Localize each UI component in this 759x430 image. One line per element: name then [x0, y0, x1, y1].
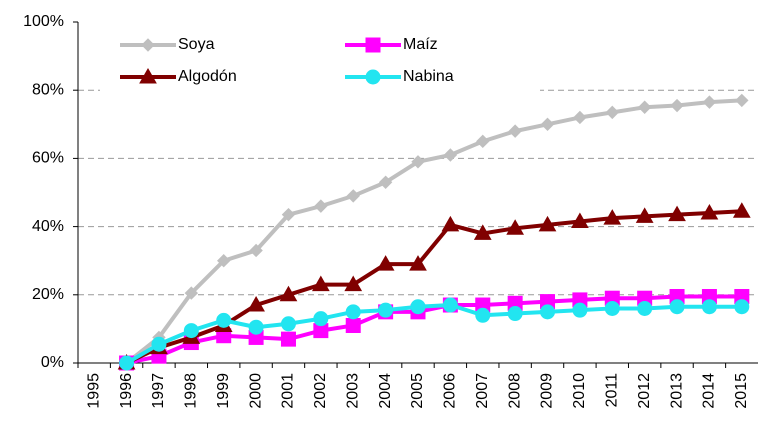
marker	[216, 312, 232, 328]
marker	[540, 304, 556, 320]
marker	[311, 275, 330, 292]
y-tick-label: 60%	[32, 150, 64, 167]
x-tick-label: 2014	[701, 373, 718, 409]
x-tick-label: 1998	[183, 373, 200, 409]
x-tick-label: 2007	[474, 373, 491, 409]
marker	[734, 299, 750, 315]
y-tick-label: 20%	[32, 286, 64, 303]
marker	[441, 215, 460, 232]
marker	[378, 175, 393, 189]
marker	[669, 299, 685, 315]
x-tick-label: 2012	[636, 373, 653, 409]
marker	[573, 110, 587, 125]
marker	[281, 207, 296, 222]
x-tick-label: 2013	[668, 373, 685, 409]
marker	[184, 286, 199, 300]
marker	[365, 69, 381, 85]
legend-label: Soya	[178, 36, 215, 53]
y-tick-label: 80%	[32, 81, 64, 98]
marker	[151, 336, 167, 352]
marker	[217, 253, 231, 268]
marker	[508, 124, 522, 138]
legend-box	[100, 30, 540, 96]
legend-label: Algodón	[178, 68, 237, 85]
marker	[702, 95, 717, 109]
x-tick-label: 2015	[733, 373, 750, 409]
x-tick-label: 2006	[442, 373, 459, 409]
marker	[637, 300, 653, 316]
marker	[247, 296, 265, 312]
marker	[345, 304, 361, 320]
x-tick-label: 1997	[150, 373, 167, 409]
marker	[605, 105, 619, 120]
x-tick-label: 1995	[85, 373, 102, 409]
x-tick-label: 2001	[280, 373, 297, 409]
marker	[139, 67, 157, 84]
marker	[183, 323, 199, 339]
marker	[443, 148, 458, 162]
marker	[475, 307, 491, 323]
marker	[442, 297, 458, 313]
marker	[346, 189, 360, 203]
marker	[141, 38, 155, 52]
marker	[314, 199, 328, 213]
marker	[411, 155, 425, 169]
marker	[313, 311, 329, 327]
marker	[248, 319, 264, 335]
marker	[604, 300, 620, 316]
marker	[538, 215, 557, 232]
x-tick-label: 2002	[312, 373, 329, 409]
x-tick-label: 1996	[118, 373, 135, 409]
x-tick-label: 2005	[409, 373, 426, 409]
marker	[700, 203, 719, 220]
x-tick-label: 2011	[604, 373, 621, 408]
marker	[473, 224, 492, 240]
marker	[507, 306, 523, 322]
x-tick-label: 1999	[215, 373, 232, 409]
x-tick-label: 2008	[506, 373, 523, 409]
marker	[119, 355, 135, 371]
y-tick-label: 40%	[32, 218, 64, 235]
y-tick-label: 100%	[23, 13, 64, 30]
marker	[540, 117, 555, 132]
x-tick-label: 2003	[344, 373, 361, 409]
marker	[572, 302, 588, 318]
marker	[344, 275, 363, 292]
marker	[280, 331, 296, 347]
x-tick-label: 2004	[377, 373, 394, 409]
marker	[732, 202, 751, 218]
y-tick-label: 0%	[41, 354, 64, 371]
legend-label: Nabina	[403, 68, 454, 85]
marker	[668, 205, 686, 222]
marker	[378, 302, 394, 318]
marker	[279, 285, 298, 302]
x-tick-label: 2010	[571, 373, 588, 409]
marker	[280, 316, 296, 332]
marker	[637, 100, 652, 114]
marker	[376, 255, 395, 271]
marker	[635, 207, 654, 223]
marker	[249, 243, 263, 258]
marker	[410, 299, 426, 315]
marker	[506, 219, 525, 235]
marker	[670, 98, 684, 113]
legend-label: Maíz	[403, 36, 438, 53]
marker	[603, 209, 622, 225]
marker	[345, 317, 361, 333]
marker	[571, 212, 589, 228]
marker	[476, 134, 490, 149]
marker	[409, 255, 427, 271]
x-tick-label: 2000	[247, 373, 264, 409]
x-tick-label: 2009	[539, 373, 556, 409]
marker	[701, 299, 717, 315]
marker	[735, 93, 749, 108]
marker	[365, 37, 381, 53]
